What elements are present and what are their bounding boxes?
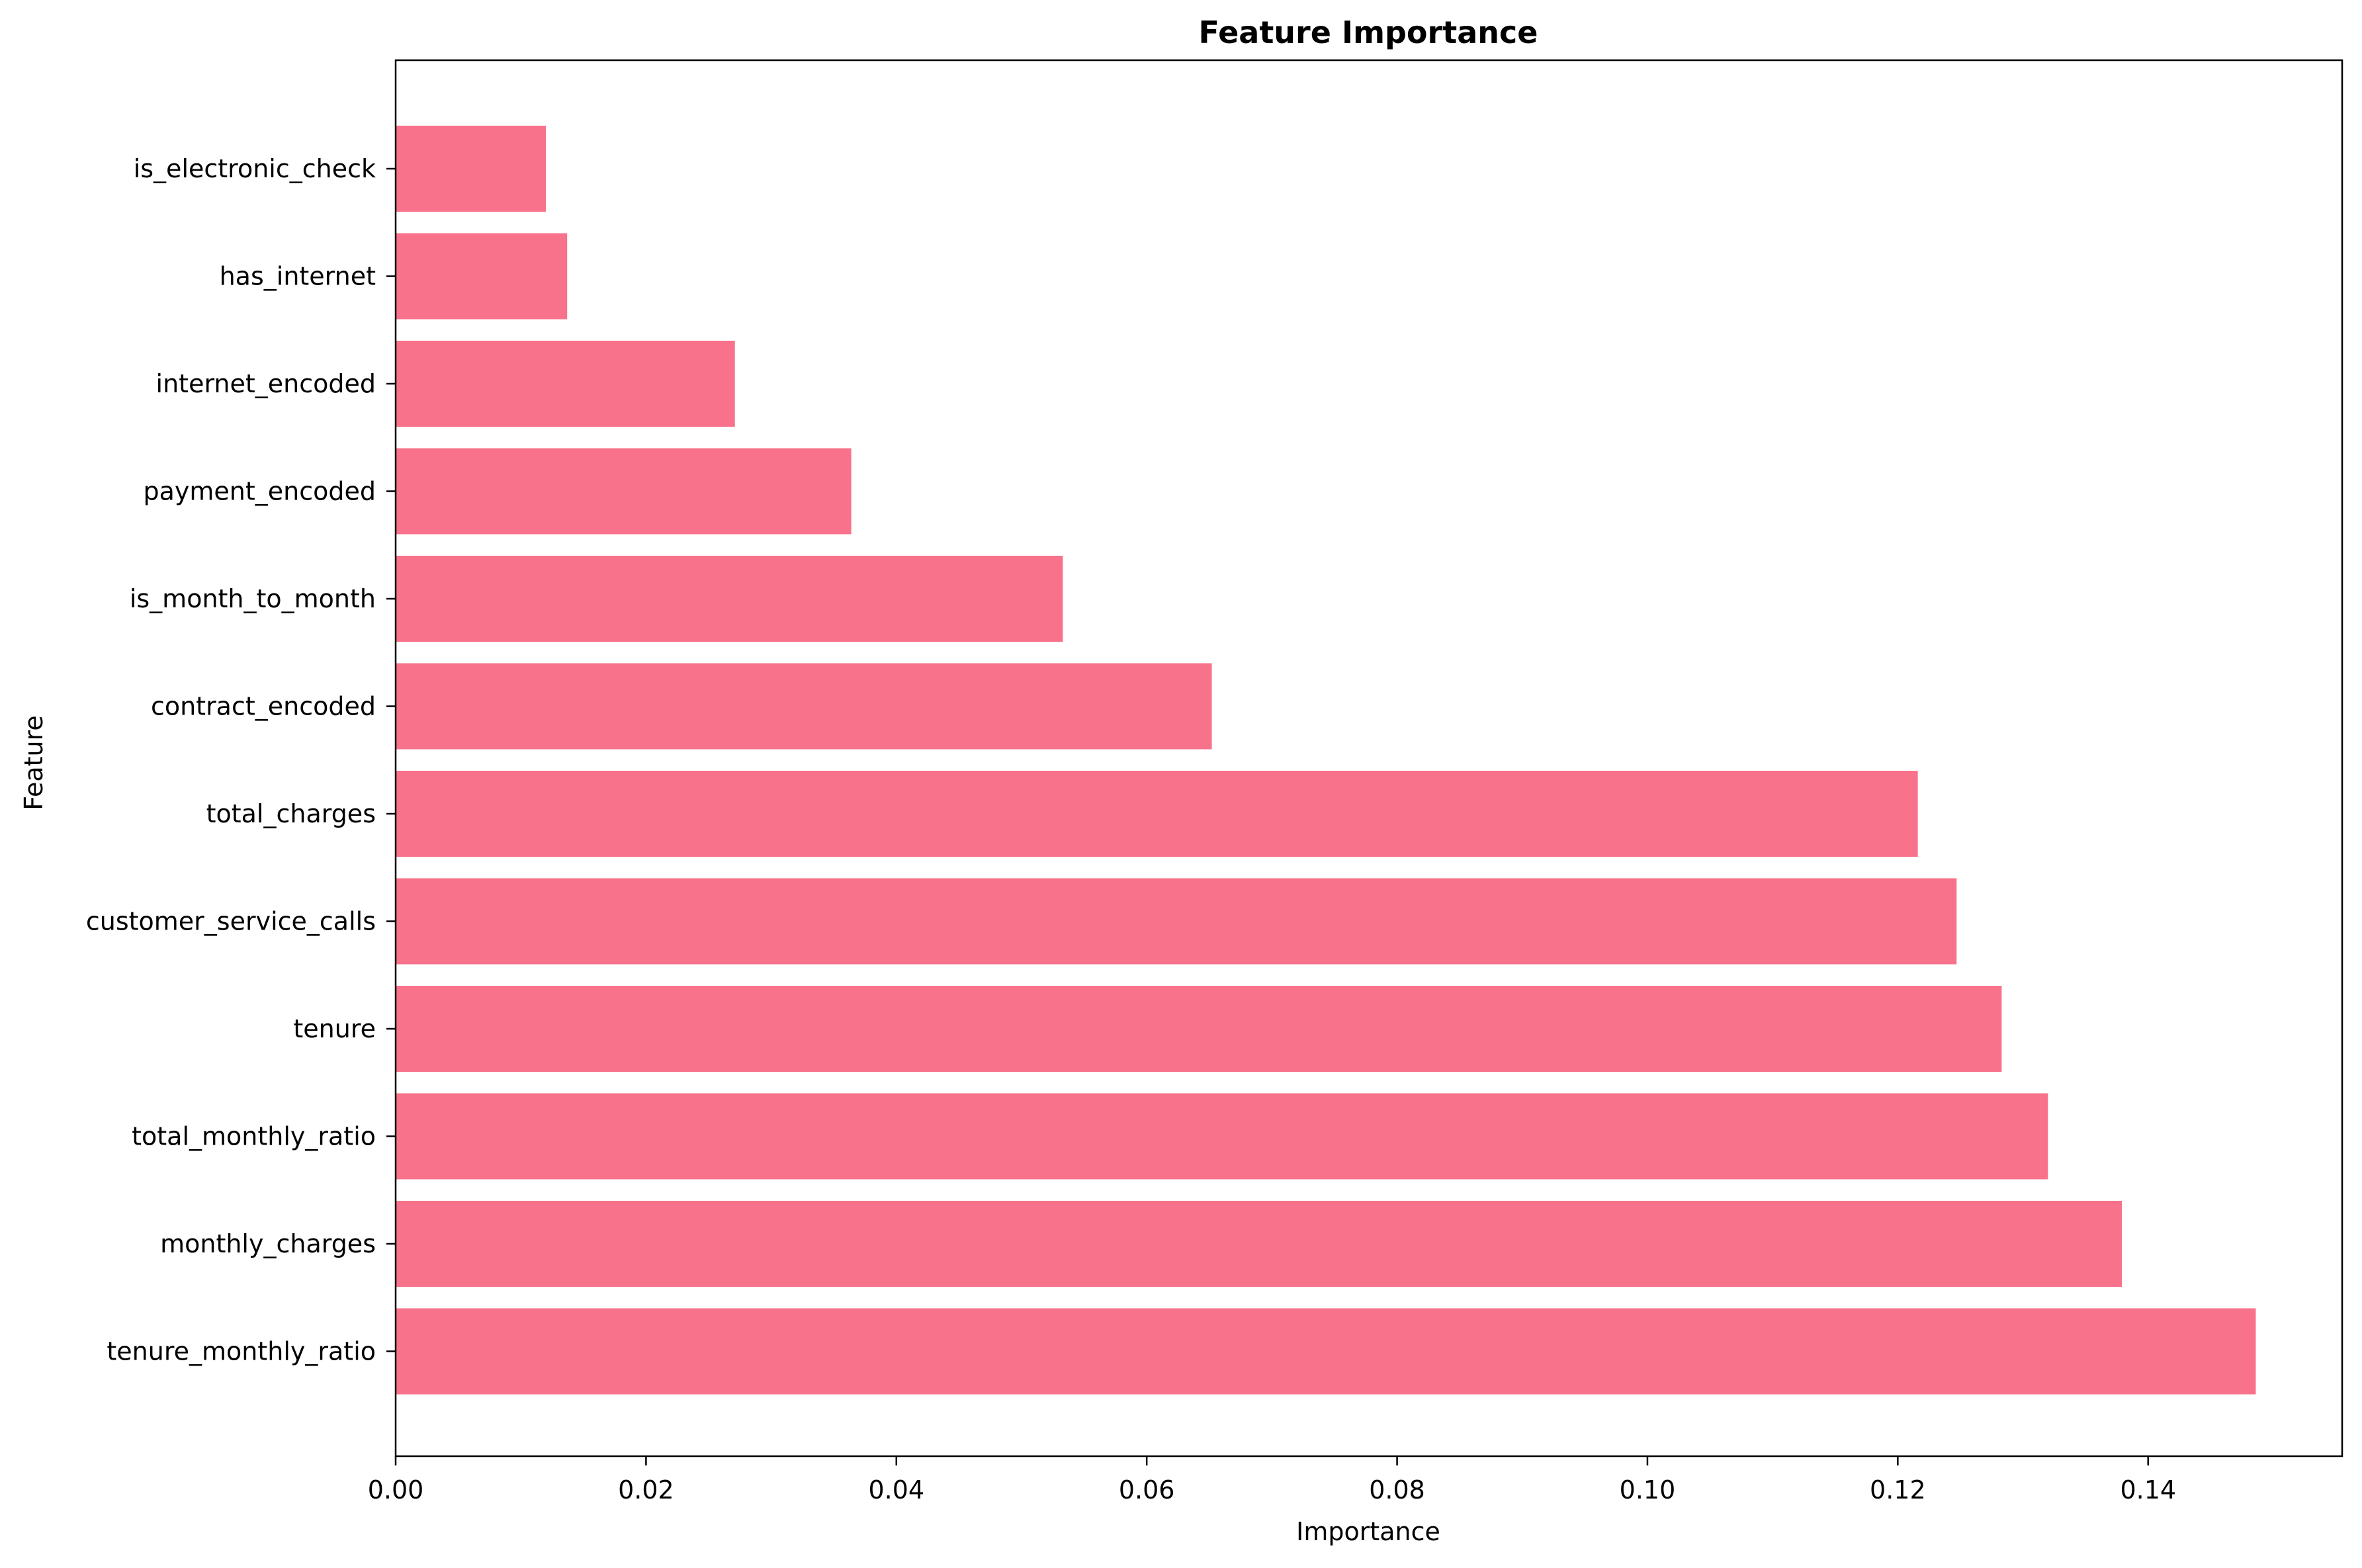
bar-is-month-to-month (396, 556, 1063, 642)
y-tick-label-total-charges: total_charges (206, 799, 376, 828)
x-tick-label-1: 0.02 (618, 1475, 674, 1504)
bar-total-monthly-ratio (396, 1093, 2048, 1180)
x-tick-label-4: 0.08 (1369, 1475, 1425, 1504)
x-tick-label-0: 0.00 (368, 1475, 424, 1504)
y-tick-label-customer-service-calls: customer_service_calls (86, 907, 376, 936)
x-axis-label: Importance (1296, 1517, 1440, 1546)
x-tick-label-7: 0.14 (2120, 1475, 2176, 1504)
y-tick-label-is-month-to-month: is_month_to_month (130, 584, 376, 613)
y-tick-label-payment-encoded: payment_encoded (144, 477, 376, 506)
bar-tenure-monthly-ratio (396, 1308, 2256, 1395)
x-tick-label-3: 0.06 (1119, 1475, 1175, 1504)
x-axis-ticks: 0.00 0.02 0.04 0.06 0.08 0.10 0.12 0.14 (368, 1456, 2176, 1504)
plot-border (394, 59, 2343, 1458)
x-tick-label-6: 0.12 (1870, 1475, 1926, 1504)
y-axis-ticks: is_electronic_check has_internet internet_… (86, 154, 396, 1366)
y-tick-label-has-internet: has_internet (220, 262, 376, 291)
bars-group (396, 126, 2256, 1395)
y-tick-label-tenure: tenure (293, 1014, 376, 1043)
y-tick-label-contract-encoded: contract_encoded (151, 692, 376, 721)
bar-total-charges (396, 771, 1918, 857)
y-tick-label-internet-encoded: internet_encoded (156, 369, 376, 398)
bar-internet-encoded (396, 341, 735, 427)
bar-customer-service-calls (396, 878, 1957, 965)
bar-monthly-charges (396, 1201, 2122, 1287)
plot-frame (394, 59, 2343, 1458)
bar-contract-encoded (396, 663, 1212, 750)
y-tick-label-monthly-charges: monthly_charges (160, 1229, 376, 1258)
bar-payment-encoded (396, 448, 852, 535)
bar-is-electronic-check (396, 126, 547, 212)
y-axis-label: Feature (19, 715, 48, 810)
bar-has-internet (396, 233, 568, 320)
chart-title: Feature Importance (1199, 15, 1538, 50)
x-tick-label-2: 0.04 (868, 1475, 924, 1504)
y-tick-label-is-electronic-check: is_electronic_check (134, 154, 376, 183)
bar-tenure (396, 986, 2002, 1072)
y-tick-label-total-monthly-ratio: total_monthly_ratio (132, 1122, 376, 1151)
x-tick-label-5: 0.10 (1620, 1475, 1676, 1504)
y-tick-label-tenure-monthly-ratio: tenure_monthly_ratio (107, 1337, 376, 1366)
